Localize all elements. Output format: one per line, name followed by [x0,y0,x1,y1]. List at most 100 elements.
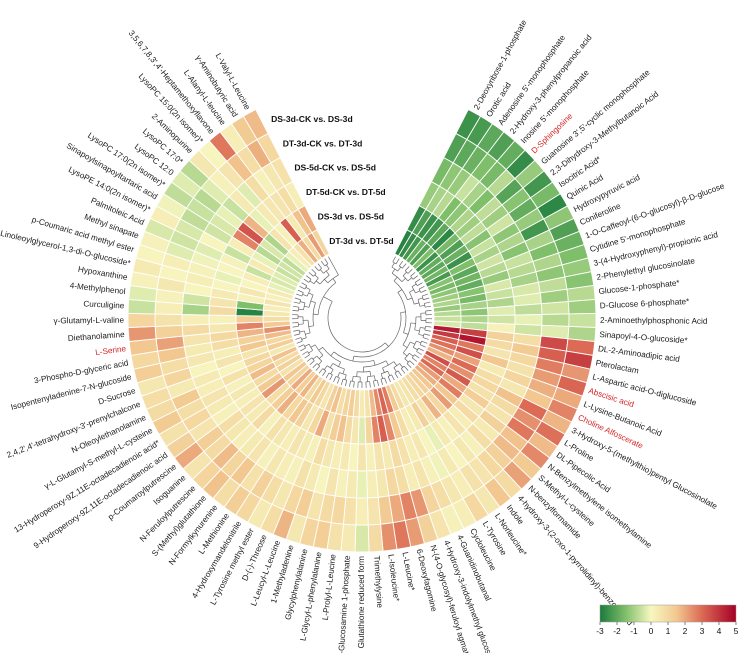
dendrogram-branch [423,303,426,308]
dendrogram-branch [407,277,413,282]
dendrogram-branch [420,344,426,348]
dendrogram-branch [395,258,400,265]
dendrogram-branch [420,327,426,329]
metabolite-label: 3,5,6,7,8,3',4'-Heptamethoxyflavone [127,29,217,136]
dendrogram-branch [380,379,384,385]
dendrogram-branch [296,340,303,344]
dendrogram-branch [420,289,427,293]
metabolite-label: N-Benzylmethylene isomethylamine [546,462,654,550]
heatmap-cell [355,497,369,526]
dendrogram-branch [305,332,311,335]
dendrogram-branch [376,380,379,387]
dendrogram-branch [318,347,323,351]
metabolite-label: Sinapoyl-4-O-glucoside* [599,330,689,345]
color-scale-tick-label: 1 [666,626,671,636]
dendrogram-branch [312,355,318,360]
dendrogram-branch [299,330,305,333]
dendrogram-branch [424,326,426,331]
dendrogram-branch [393,363,400,368]
color-scale-tick-label: -2 [613,626,621,636]
dendrogram-branch [322,368,327,372]
dendrogram-branch [403,341,411,354]
dendrogram-branch [380,373,384,379]
dendrogram-branch [330,261,334,267]
heatmap-cell [154,313,183,327]
dendrogram-branch [323,296,329,300]
dendrogram-branch [418,288,422,293]
dendrogram-branch [311,357,315,361]
dendrogram-branch [352,356,355,362]
comparison-label: DT-5d-CK vs. DT-5d [306,187,386,197]
dendrogram-branch [314,344,324,356]
dendrogram-branch [398,260,404,267]
dendrogram-branch [425,325,432,328]
heatmap-cell [356,443,368,472]
dendrogram-branch [397,370,402,376]
dendrogram-branch [421,295,424,300]
dendrogram-branch [319,269,324,274]
heatmap-cell [235,315,264,324]
dendrogram-branch [327,298,333,302]
dendrogram-branch [293,301,300,304]
dendrogram-branch [318,368,324,374]
dendrogram-branch [423,333,430,336]
dendrogram-branch [384,342,389,347]
dendrogram-branch [324,365,328,370]
dendrogram-branch [412,275,418,280]
dendrogram-branch [308,350,313,354]
dendrogram-branch [312,363,318,369]
dendrogram-branch [340,379,344,385]
metabolite-label: L-Isoleucine* [386,554,401,603]
dendrogram-branch [422,337,429,340]
dendrogram-branch [304,285,308,290]
dendrogram-branch [409,289,414,293]
color-scale-tick-label: 3 [700,626,705,636]
dendrogram-branch [300,301,306,304]
dendrogram-branch [325,372,330,379]
dendrogram-branch [414,316,417,330]
dendrogram-branch [302,351,308,355]
dendrogram-branch [416,340,422,344]
dendrogram-branch [409,291,415,305]
dendrogram-branch [318,360,323,366]
heatmap-cell [367,523,384,553]
dendrogram-branch [423,297,430,301]
dendrogram-branch [329,374,333,381]
dendrogram-branch [303,344,306,349]
dendrogram-branch [330,351,335,357]
comparison-label: DT-3d-CK vs. DT-3d [283,138,363,148]
dendrogram-branch [316,363,321,367]
dendrogram-branch [421,340,428,344]
dendrogram-branch [299,299,301,304]
dendrogram-branch [333,376,337,383]
heatmap-cell [514,314,543,326]
metabolite-label: L-Aspartic acid-O-diglucoside [592,372,698,407]
dendrogram-branch [417,297,423,300]
dendrogram-branch [391,374,395,381]
dendrogram-branch [411,283,417,287]
dendrogram-branch [308,325,314,327]
dendrogram-branch [403,365,409,371]
dendrogram-branch [311,269,317,274]
dendrogram-branch [308,294,314,308]
dendrogram-branch [406,363,412,369]
dendrogram-branch [384,377,387,384]
comparison-label: DT-3d vs. DT-5d [329,236,393,246]
heatmap-cell [366,469,379,499]
dendrogram-branch [313,278,319,284]
dendrogram-branch [324,279,329,284]
dendrogram-branch [344,374,347,380]
color-scale-bar [599,604,737,623]
dendrogram-branch [314,266,320,272]
metabolite-label: L-Prolyl-L-Leucine [321,553,338,620]
dendrogram-branch [385,360,389,366]
dendrogram-branch [328,256,332,263]
dendrogram-branch [337,377,340,384]
dendrogram-branch [419,304,425,307]
dendrogram-branch [403,332,409,335]
dendrogram-branch [293,329,300,332]
color-scale-tick-label: 4 [717,626,722,636]
dendrogram-branch [394,370,399,374]
